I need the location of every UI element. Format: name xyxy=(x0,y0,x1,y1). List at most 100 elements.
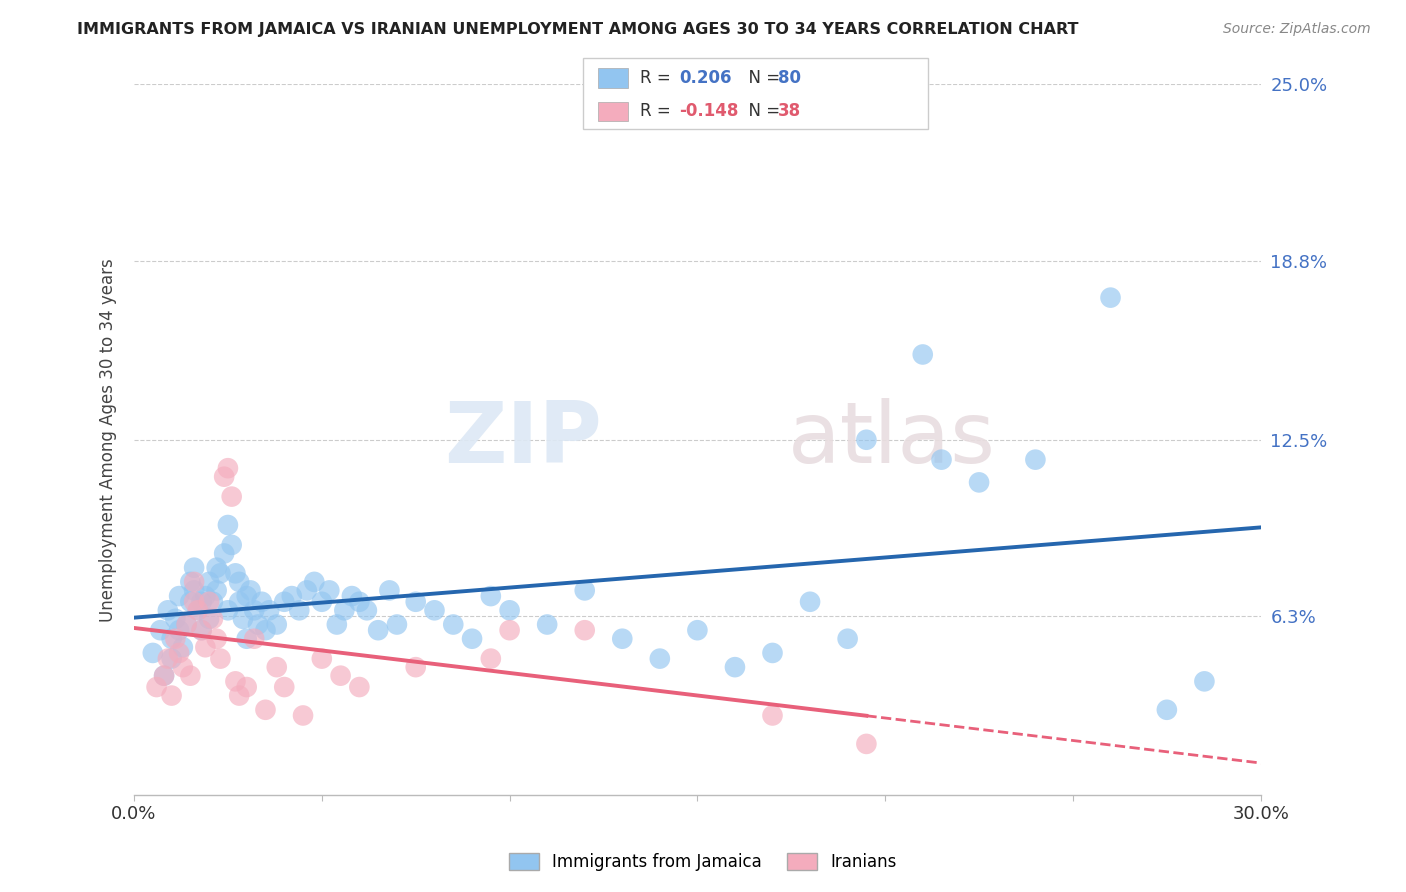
Point xyxy=(405,595,427,609)
Point xyxy=(194,589,217,603)
Point xyxy=(217,518,239,533)
Point xyxy=(228,574,250,589)
Point xyxy=(254,703,277,717)
Point xyxy=(179,574,201,589)
Text: Source: ZipAtlas.com: Source: ZipAtlas.com xyxy=(1223,22,1371,37)
Text: 38: 38 xyxy=(778,103,800,120)
Text: IMMIGRANTS FROM JAMAICA VS IRANIAN UNEMPLOYMENT AMONG AGES 30 TO 34 YEARS CORREL: IMMIGRANTS FROM JAMAICA VS IRANIAN UNEMP… xyxy=(77,22,1078,37)
Point xyxy=(479,651,502,665)
Point xyxy=(799,595,821,609)
Point xyxy=(198,595,221,609)
Point xyxy=(187,603,209,617)
Point xyxy=(167,624,190,638)
Point xyxy=(198,574,221,589)
Text: R =: R = xyxy=(640,103,676,120)
Point xyxy=(326,617,349,632)
Point xyxy=(156,603,179,617)
Point xyxy=(167,589,190,603)
Point xyxy=(479,589,502,603)
Point xyxy=(931,452,953,467)
Point xyxy=(228,595,250,609)
Point xyxy=(209,651,232,665)
Point xyxy=(378,583,401,598)
Point xyxy=(221,490,243,504)
Point xyxy=(201,595,224,609)
Point xyxy=(498,603,520,617)
Point xyxy=(172,640,194,655)
Point xyxy=(281,589,304,603)
Point xyxy=(318,583,340,598)
Point xyxy=(209,566,232,581)
Point xyxy=(165,632,187,646)
Point xyxy=(1024,452,1046,467)
Point xyxy=(201,612,224,626)
Point xyxy=(311,651,333,665)
Text: 80: 80 xyxy=(778,69,800,87)
Point xyxy=(156,651,179,665)
Point xyxy=(221,538,243,552)
Text: N =: N = xyxy=(738,103,786,120)
Point xyxy=(246,617,269,632)
Point xyxy=(405,660,427,674)
Legend: Immigrants from Jamaica, Iranians: Immigrants from Jamaica, Iranians xyxy=(501,845,905,880)
Point xyxy=(165,612,187,626)
Point xyxy=(461,632,484,646)
Point xyxy=(198,612,221,626)
Point xyxy=(761,708,783,723)
Point xyxy=(183,583,205,598)
Point xyxy=(235,632,257,646)
Point xyxy=(232,612,254,626)
Point xyxy=(1156,703,1178,717)
Point xyxy=(172,660,194,674)
Point xyxy=(761,646,783,660)
Point xyxy=(340,589,363,603)
Point xyxy=(224,674,246,689)
Text: ZIP: ZIP xyxy=(444,398,602,482)
Point xyxy=(1099,291,1122,305)
Point xyxy=(855,737,877,751)
Point xyxy=(212,469,235,483)
Point xyxy=(1194,674,1216,689)
Point xyxy=(239,583,262,598)
Point xyxy=(266,660,288,674)
Point xyxy=(153,668,176,682)
Point xyxy=(329,668,352,682)
Point xyxy=(205,632,228,646)
Point xyxy=(149,624,172,638)
Point xyxy=(911,347,934,361)
Point xyxy=(205,560,228,574)
Point xyxy=(574,624,596,638)
Point xyxy=(273,595,295,609)
Point xyxy=(574,583,596,598)
Point xyxy=(187,603,209,617)
Point xyxy=(205,583,228,598)
Point xyxy=(190,624,212,638)
Point xyxy=(183,595,205,609)
Point xyxy=(304,574,326,589)
Point xyxy=(142,646,165,660)
Point xyxy=(167,646,190,660)
Point xyxy=(441,617,464,632)
Point xyxy=(367,624,389,638)
Text: 0.206: 0.206 xyxy=(679,69,731,87)
Point xyxy=(288,603,311,617)
Point xyxy=(179,595,201,609)
Point xyxy=(217,461,239,475)
Point xyxy=(686,624,709,638)
Point xyxy=(183,574,205,589)
Text: N =: N = xyxy=(738,69,786,87)
Point xyxy=(160,689,183,703)
Point xyxy=(228,689,250,703)
Point xyxy=(190,624,212,638)
Point xyxy=(612,632,634,646)
Point xyxy=(235,680,257,694)
Point xyxy=(254,624,277,638)
Point xyxy=(385,617,408,632)
Point xyxy=(190,595,212,609)
Point xyxy=(160,632,183,646)
Text: atlas: atlas xyxy=(787,398,995,482)
Point xyxy=(724,660,747,674)
Point xyxy=(292,708,315,723)
Point xyxy=(333,603,356,617)
Point xyxy=(967,475,990,490)
